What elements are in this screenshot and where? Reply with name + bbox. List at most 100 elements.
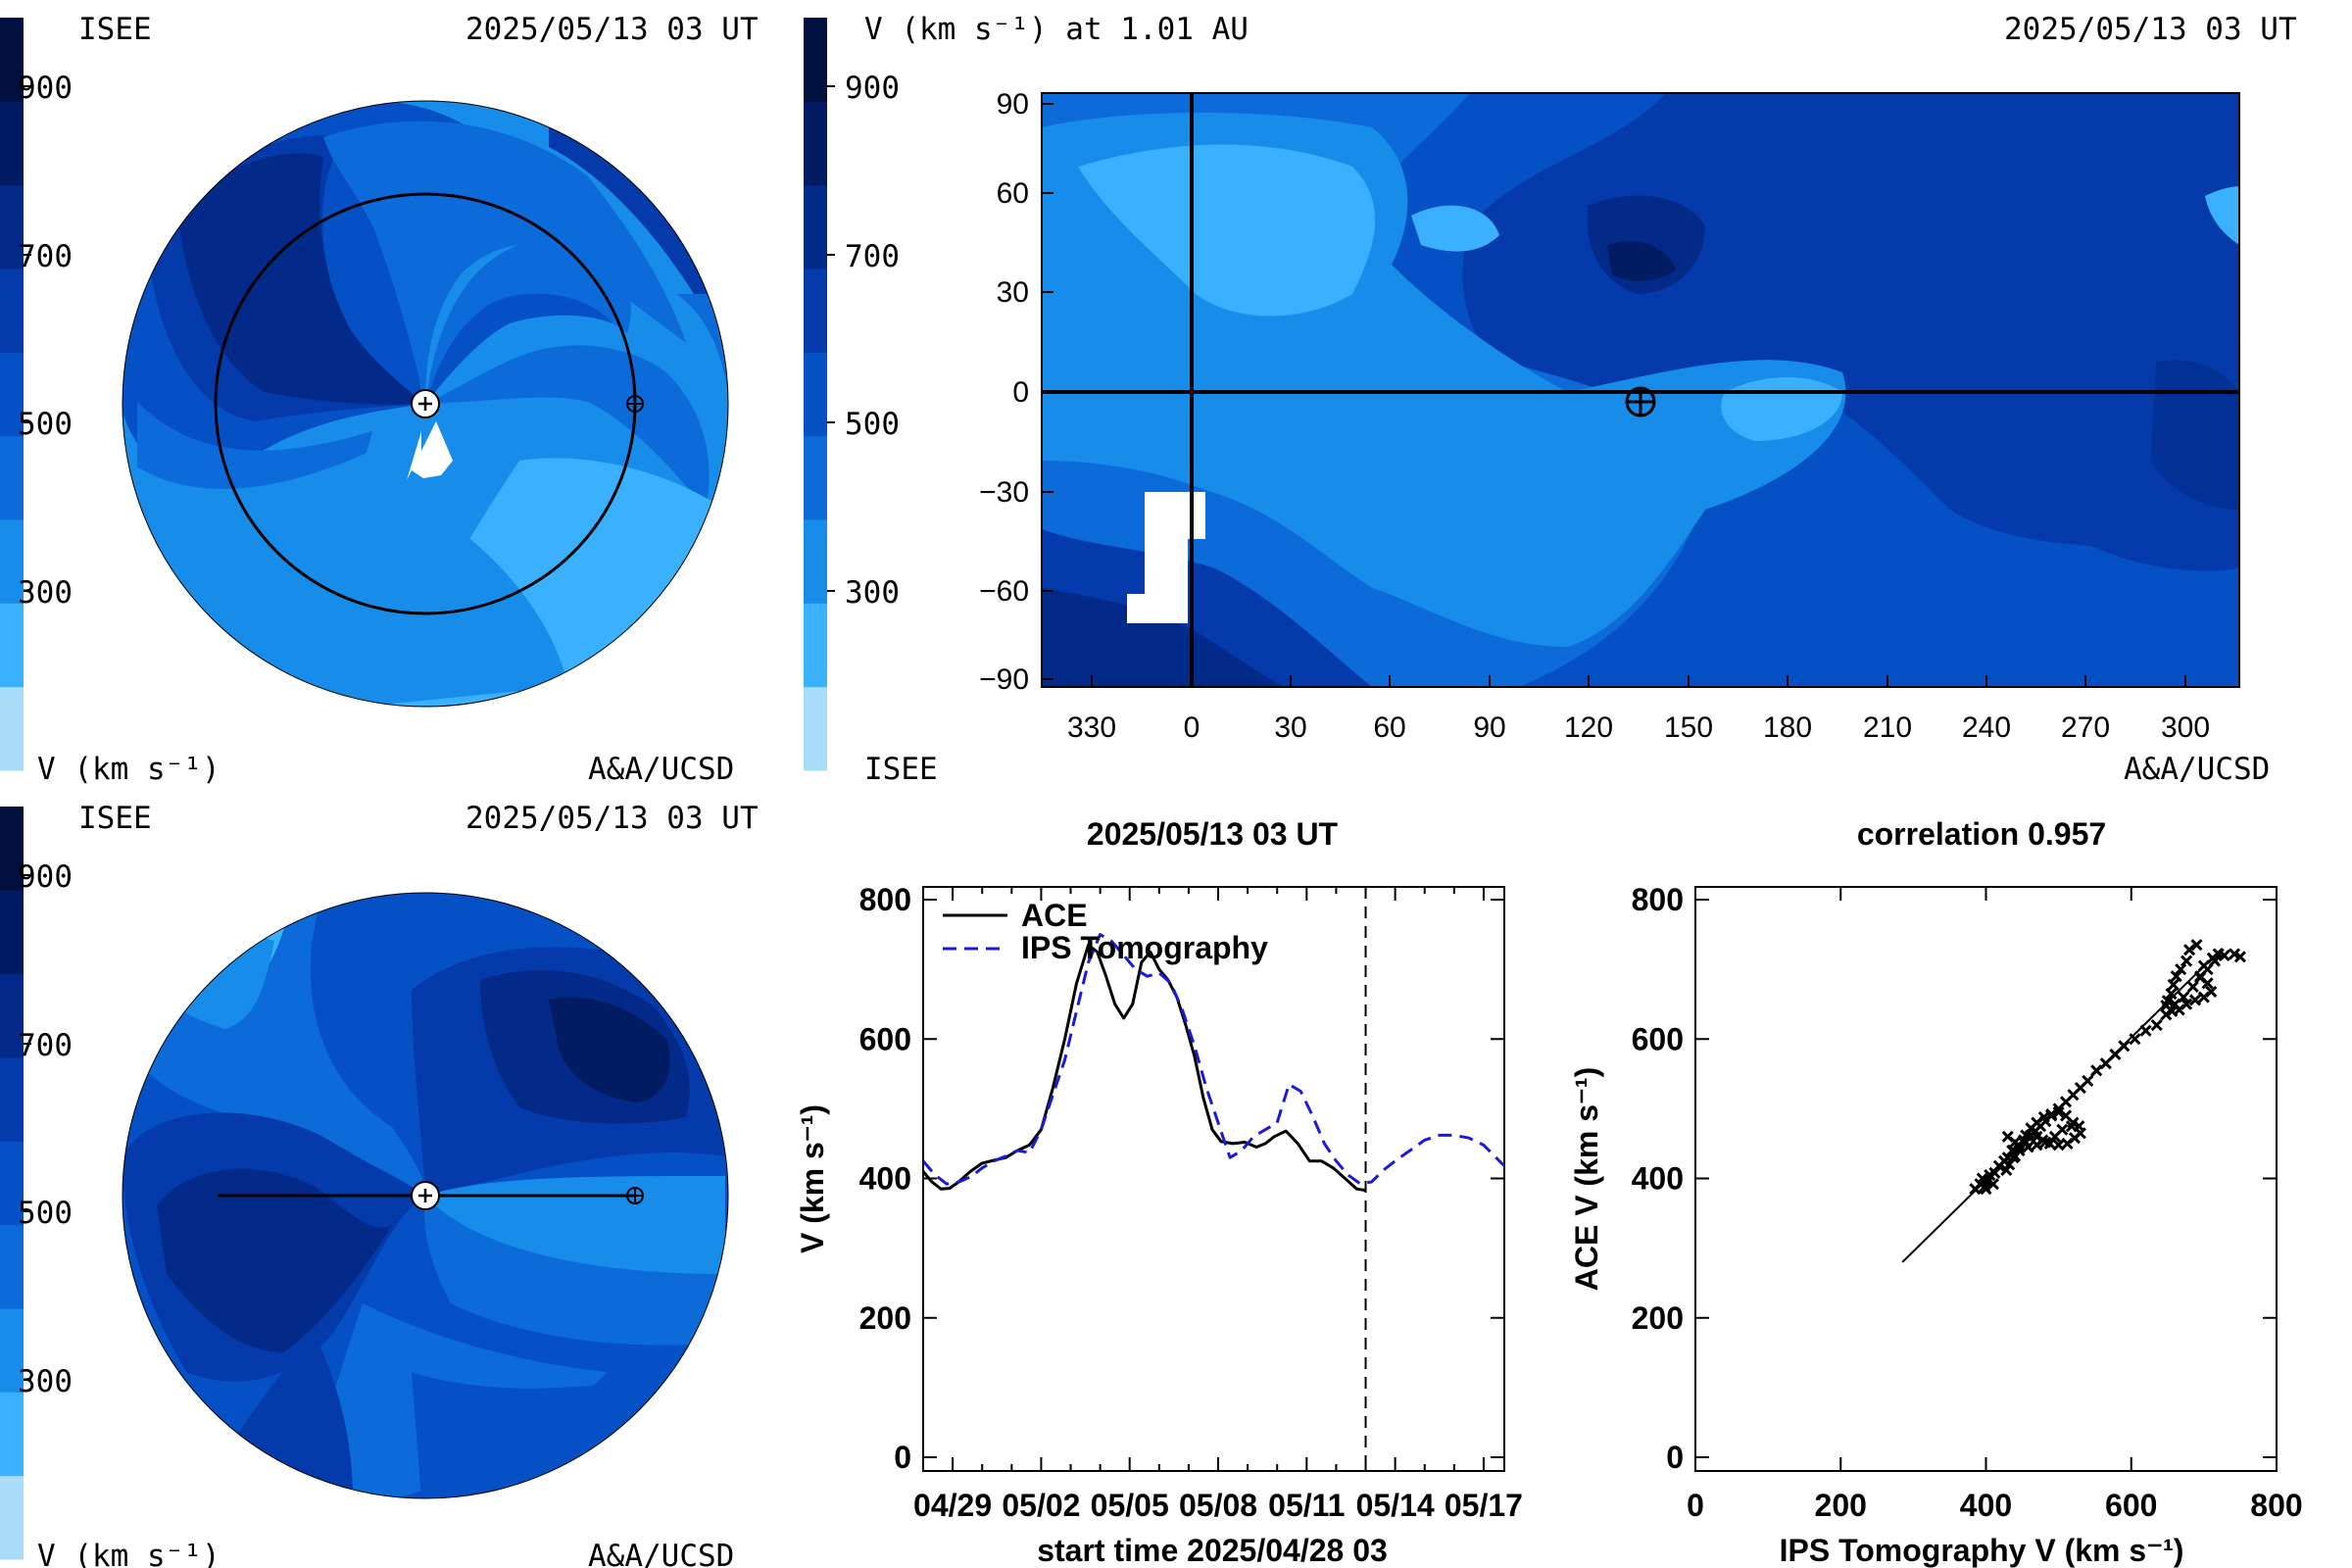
scale-swatch <box>804 686 827 771</box>
credit-label: A&A/UCSD <box>2124 752 2270 787</box>
scatter-point <box>2052 1139 2065 1152</box>
scale-swatch <box>0 807 24 891</box>
sc-y-tick-label: 600 <box>1632 1021 1684 1056</box>
scatter-point <box>2118 1040 2131 1053</box>
sc-x-tick-label: 600 <box>2105 1488 2157 1523</box>
map-y-tick-label: 60 <box>997 177 1029 210</box>
map-x-tick-label: 150 <box>1664 711 1713 744</box>
timeseries-x-axis-title: start time 2025/04/28 03 <box>1037 1533 1388 1568</box>
scatter-point <box>2167 978 2180 991</box>
scale-swatch <box>0 1308 24 1393</box>
scale-swatch <box>0 352 24 437</box>
scale-swatch <box>0 603 24 688</box>
timeseries-y-axis-title: V (km s⁻¹) <box>795 1104 830 1253</box>
scatter-axes: 0 200 400 600 800 0 200 400 600 800 <box>1632 882 2303 1523</box>
scatter-point <box>2182 944 2196 956</box>
ts-x-tick-label: 05/14 <box>1356 1488 1435 1523</box>
ts-x-tick-label: 05/08 <box>1179 1488 1257 1523</box>
scale-tick-700: 700 <box>18 1028 73 1063</box>
scatter-point <box>2175 963 2187 976</box>
map-y-tick-label: −30 <box>979 476 1029 509</box>
map-y-tick-label: 30 <box>997 276 1029 309</box>
brand-label: ISEE <box>78 801 152 836</box>
scale-swatch <box>804 101 827 186</box>
map-y-tick-label: 0 <box>1012 376 1029 409</box>
earth-cross-icon <box>1627 388 1654 416</box>
scale-tick-500: 500 <box>845 407 900 442</box>
map-x-tick-label: 60 <box>1373 711 1405 744</box>
scale-swatch <box>0 1392 24 1477</box>
scale-swatch <box>804 435 827 520</box>
ts-x-tick-label: 04/29 <box>913 1488 992 1523</box>
map-x-tick-label: 240 <box>1962 711 2011 744</box>
scale-swatch <box>804 18 827 102</box>
scale-swatch <box>0 890 24 975</box>
data-gap-region <box>1127 492 1205 623</box>
unit-label: V (km s⁻¹) <box>37 1539 220 1568</box>
panel-bottom-left: ISEE 2025/05/13 03 UT 900 700 500 300 V … <box>0 801 759 1568</box>
color-scale-bar-bottom-left <box>0 807 31 1560</box>
map-axes: 330 0 30 60 90 120 150 180 210 240 270 3009060300−3… <box>979 88 2210 744</box>
scatter-point <box>2150 1018 2163 1032</box>
scale-swatch <box>804 184 827 270</box>
map-x-tick-label: 300 <box>2161 711 2210 744</box>
ts-y-tick-label: 800 <box>859 882 911 917</box>
scatter-points <box>1969 939 2247 1196</box>
scatter-point <box>2180 998 2193 1010</box>
ts-x-tick-label: 05/17 <box>1445 1488 1523 1523</box>
map-y-tick-label: −60 <box>979 575 1029 608</box>
scale-swatch <box>0 1057 24 1142</box>
scatter-point <box>2048 1130 2061 1143</box>
panel-top-right: V (km s⁻¹) at 1.01 AU 2025/05/13 03 UT 9… <box>804 12 2297 787</box>
map-x-tick-label: 330 <box>1067 711 1116 744</box>
ts-x-tick-label: 05/02 <box>1002 1488 1080 1523</box>
sc-y-tick-label: 0 <box>1666 1440 1684 1475</box>
ts-y-tick-label: 600 <box>859 1021 911 1056</box>
scale-tick-500: 500 <box>18 407 73 442</box>
data-gap-region <box>407 421 453 480</box>
scatter-point <box>2090 1064 2103 1077</box>
scale-swatch <box>0 435 24 520</box>
sc-x-tick-label: 800 <box>2250 1488 2302 1523</box>
scale-swatch <box>0 1141 24 1226</box>
timestamp-label: 2025/05/13 03 UT <box>2004 12 2297 47</box>
credit-label: A&A/UCSD <box>588 752 734 787</box>
sun-cross-icon <box>418 1189 432 1202</box>
scale-swatch <box>804 352 827 437</box>
scatter-point <box>2212 948 2225 960</box>
scale-swatch <box>0 1224 24 1309</box>
scale-tick-300: 300 <box>18 575 73 611</box>
ts-y-tick-label: 0 <box>894 1440 911 1475</box>
scatter-point <box>2139 1024 2152 1037</box>
scale-tick-700: 700 <box>845 239 900 274</box>
map-x-tick-label: 0 <box>1184 711 1200 744</box>
sc-y-tick-label: 200 <box>1632 1300 1684 1336</box>
map-x-tick-label: 180 <box>1763 711 1812 744</box>
scatter-point <box>2160 1008 2173 1021</box>
scatter-point <box>2194 971 2207 984</box>
earth-cross-icon <box>627 396 643 412</box>
map-x-tick-label: 270 <box>2061 711 2110 744</box>
timestamp-label: 2025/05/13 03 UT <box>466 12 759 47</box>
ts-y-tick-label: 400 <box>859 1161 911 1197</box>
ips-series-line <box>923 933 1504 1186</box>
unit-label: V (km s⁻¹) <box>37 752 220 787</box>
scatter-point <box>2000 1163 2013 1177</box>
scale-swatch <box>0 18 24 102</box>
scatter-point <box>2188 994 2202 1006</box>
scatter-point <box>2039 1136 2052 1149</box>
map-title: V (km s⁻¹) at 1.01 AU <box>864 12 1249 47</box>
sun-cross-icon <box>418 397 432 411</box>
map-y-tick-label: −90 <box>979 663 1029 696</box>
scatter-point <box>2045 1107 2058 1121</box>
scatter-point <box>2099 1057 2112 1070</box>
scale-swatch <box>0 1475 24 1560</box>
ts-x-tick-label: 05/11 <box>1268 1488 1345 1523</box>
polar-map-outline <box>122 100 729 708</box>
sc-x-tick-label: 400 <box>1960 1488 2012 1523</box>
scale-swatch <box>804 269 827 353</box>
sc-y-tick-label: 400 <box>1632 1161 1684 1197</box>
timeseries-axes: 0 200 400 600 800 04/29 05/02 05/05 05/08 05/11 05… <box>859 882 1523 1523</box>
scale-tick-900: 900 <box>18 71 73 106</box>
